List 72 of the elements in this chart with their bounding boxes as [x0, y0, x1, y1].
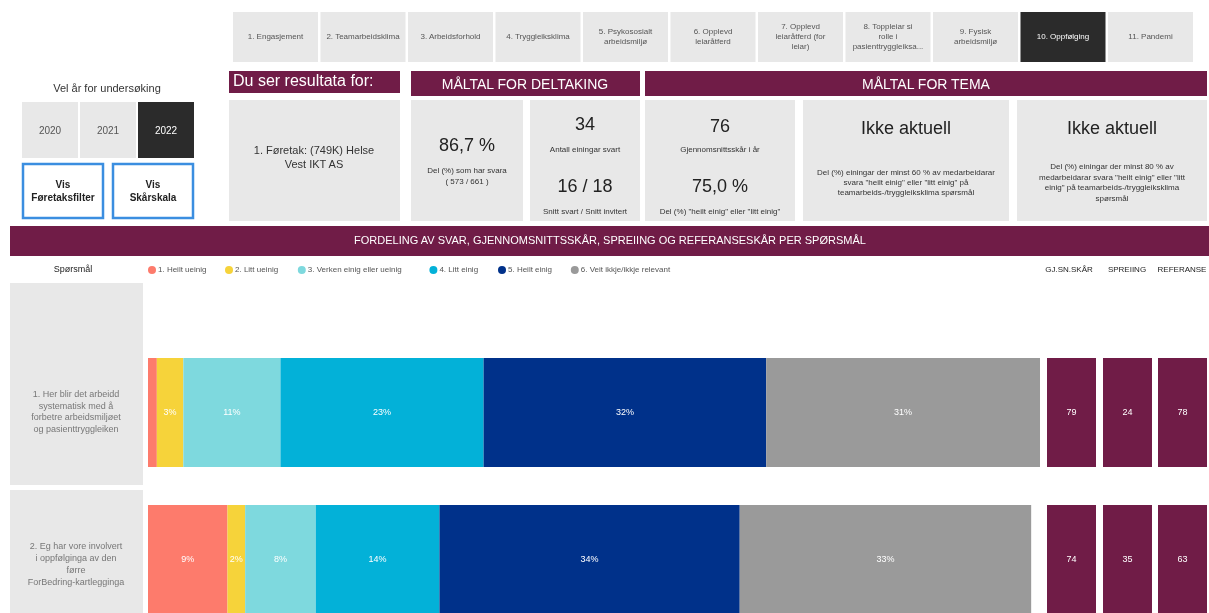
text: 2020 — [38, 124, 62, 136]
data-label: 2% — [229, 554, 243, 565]
data-label: 3% — [163, 407, 177, 418]
text: 76 — [709, 115, 731, 136]
data-label: 9% — [181, 554, 195, 565]
text: REFERANSE — [1157, 265, 1207, 275]
data-label: 23% — [373, 407, 392, 418]
legend-label: 5. Heilt einig — [508, 265, 553, 275]
text: Spørsmål — [53, 264, 93, 275]
text: Du ser resultata for: — [233, 72, 374, 90]
text: 75,0 % — [691, 175, 749, 196]
text: 34 — [574, 113, 596, 134]
data-label: 32% — [615, 407, 634, 418]
text: 3. Arbeidsforhold — [420, 32, 481, 42]
bar — [148, 358, 157, 467]
text: 35 — [1122, 554, 1133, 565]
text: 63 — [1177, 554, 1188, 565]
text: 7. Opplevd leiaråtferd (for leiar) — [775, 21, 826, 52]
text: Del (%) einingar der minst 60 % av medarbeidarar svara "heilt einig" eller "litt einig" på teamarbeids-/tryggleiksklima spørsmål — [817, 167, 996, 198]
text: Del (%) "heilt einig" eller "litt einig" — [659, 207, 781, 217]
bar — [483, 358, 767, 467]
text: Del (%) som har svara — [427, 166, 508, 176]
text: Ikke aktuell — [1066, 117, 1158, 138]
bar — [156, 358, 184, 467]
data-label: 11% — [223, 407, 241, 418]
text: 9. Fysisk arbeidsmiljø — [953, 26, 998, 47]
legend-label: 2. Litt ueinig — [235, 265, 279, 275]
text: 78 — [1177, 407, 1188, 418]
text: Ikke aktuell — [860, 117, 952, 138]
text: Del (%) einingar der minst 80 % av medarbeidarar svara "heilt einig" eller "litt einig" på teamarbeids-/tryggleiksklima spørsmål — [1039, 162, 1186, 203]
data-label: 33% — [876, 554, 895, 565]
text: 86,7 % — [438, 134, 496, 155]
text: Vel år for undersøking — [53, 81, 161, 94]
text: 11. Pandemi — [1128, 32, 1173, 42]
bar — [183, 358, 281, 467]
data-label: 8% — [273, 554, 287, 565]
text: 2. Teamarbeidsklima — [326, 32, 401, 42]
text: 4. Tryggleiksklima — [506, 32, 571, 42]
data-label: 31% — [894, 407, 913, 418]
text: 6. Opplevd leiaråtferd — [693, 26, 733, 47]
y-tick-label: 1. Her blir det arbeidd systematisk med å forbetre arbeidsmiljøet og pasienttryggleiken — [31, 389, 122, 435]
text: Vis Skårskala — [129, 178, 177, 203]
text: Vis Føretaksfilter — [31, 178, 95, 203]
text: 24 — [1122, 407, 1133, 418]
text: Snitt svart / Snitt invitert — [542, 207, 628, 217]
legend-label: 4. Litt einig — [439, 265, 479, 275]
bar — [280, 358, 484, 467]
text: 1. Engasjement — [247, 32, 305, 42]
legend-label: 1. Heilt ueinig — [158, 265, 207, 275]
text: SPREIING — [1107, 265, 1147, 275]
data-label: 14% — [368, 554, 387, 565]
text: GJ.SN.SKÅR — [1045, 265, 1093, 275]
y-tick-label: 2. Eg har vore involvert i oppfølginga av den førre ForBedring-kartlegginga — [27, 541, 125, 587]
text: 2021 — [96, 124, 120, 136]
text: MÅLTAL FOR DELTAKING — [441, 75, 609, 92]
text: 10. Oppfølging — [1036, 32, 1090, 42]
text: Antall einingar svart — [549, 145, 621, 155]
legend-label: 3. Verken einig eller ueinig — [307, 265, 402, 275]
text: 79 — [1066, 407, 1077, 418]
text: 1. Føretak: (749K) Helse Vest IKT AS — [253, 143, 375, 171]
data-label: 34% — [580, 554, 599, 565]
text: 5. Psykososialt arbeidsmiljø — [598, 26, 653, 47]
text: MÅLTAL FOR TEMA — [862, 75, 991, 92]
text: ( 573 / 661 ) — [445, 177, 489, 187]
bar — [766, 358, 1040, 467]
legend-label: 6. Veit ikkje/ikkje relevant — [580, 265, 671, 275]
text: 2022 — [154, 124, 178, 136]
text: Gjennomsnittsskår i år — [680, 145, 761, 155]
text: 8. Toppleiar si rolle i pasienttryggleiksa... — [852, 21, 924, 52]
text: 74 — [1066, 554, 1077, 565]
chart-title: FORDELING AV SVAR, GJENNOMSNITTSSKÅR, SPREIING OG REFERANSESKÅR PER SPØRSMÅL — [354, 233, 866, 246]
text: 16 / 18 — [557, 175, 613, 196]
